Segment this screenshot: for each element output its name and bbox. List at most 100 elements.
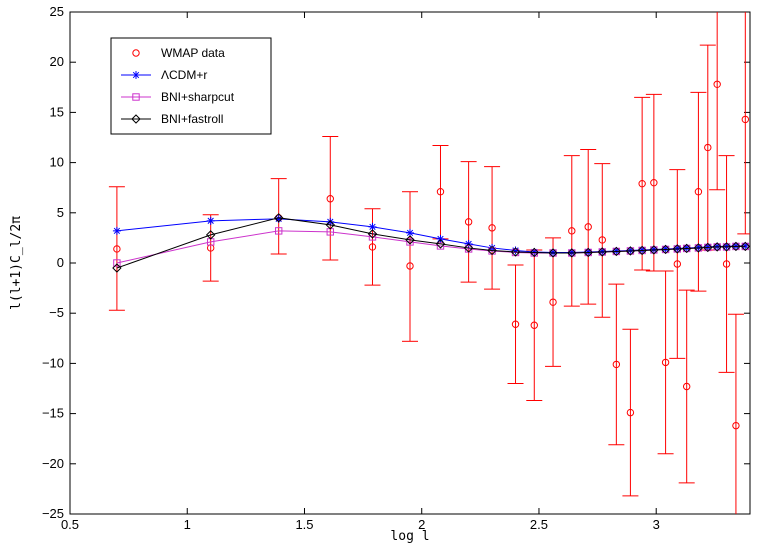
data-point (681, 243, 692, 254)
star-stroke (132, 71, 140, 79)
data-point (703, 242, 713, 253)
data-point (511, 320, 520, 328)
data-point (741, 115, 750, 124)
y-tick-label: −5 (49, 305, 64, 320)
data-point (612, 360, 621, 369)
x-tick-label: 1 (184, 517, 191, 532)
data-point (205, 230, 216, 240)
data-point (530, 321, 538, 329)
y-tick-label: 5 (57, 205, 64, 220)
data-point (464, 218, 473, 226)
y-tick-label: 20 (50, 54, 64, 69)
x-tick-label: 2.5 (530, 517, 548, 532)
data-point (625, 246, 636, 256)
data-point (672, 244, 683, 254)
data-point (436, 188, 445, 196)
data-point (206, 216, 215, 225)
data-point (626, 408, 635, 417)
data-point (583, 247, 593, 258)
data-point (435, 239, 446, 249)
data-point (487, 245, 497, 256)
data-point (368, 243, 377, 251)
series-line (116, 217, 746, 269)
y-tick-label: 10 (50, 155, 64, 170)
data-point (693, 243, 704, 253)
legend-marker (131, 114, 141, 124)
y-tick-label: 25 (50, 4, 64, 19)
data-point (326, 195, 334, 203)
data-point (732, 421, 740, 430)
data-point (113, 245, 121, 253)
series-bni-fastroll (112, 213, 750, 273)
data-point (598, 236, 606, 244)
star-stroke (113, 227, 121, 235)
y-tick-label: −15 (42, 406, 64, 421)
star-stroke (207, 217, 214, 224)
data-point (325, 220, 335, 230)
data-point (529, 247, 539, 258)
data-point (405, 235, 415, 245)
data-point (704, 143, 712, 152)
x-axis-label: log l (390, 529, 429, 544)
legend-label: BNI+fastroll (161, 112, 223, 126)
y-tick-label: −10 (42, 355, 64, 370)
legend-entry-bni-fastroll: BNI+fastroll (121, 112, 223, 126)
data-point (567, 248, 577, 258)
data-point (673, 260, 682, 268)
data-point (649, 245, 659, 255)
data-point (713, 80, 721, 88)
data-point (721, 242, 732, 252)
legend-marker (132, 49, 140, 57)
legend-label: WMAP data (161, 46, 225, 60)
plot-area (108, 12, 750, 514)
y-axis-label: l(l+1)C_l/2π (9, 216, 24, 310)
legend-entry-wmap-data: WMAP data (132, 46, 225, 60)
legend-marker (132, 93, 140, 101)
data-point (661, 358, 670, 367)
series-wmap-data (108, 12, 750, 514)
legend-marker (132, 71, 140, 79)
y-tick-label: 15 (50, 104, 64, 119)
data-point (436, 234, 445, 243)
data-point (273, 213, 284, 223)
y-tick-label: −20 (42, 456, 64, 471)
data-point (611, 246, 622, 257)
data-point (584, 223, 592, 231)
legend-entry-bni-sharpcut: BNI+sharpcut (121, 90, 235, 104)
star-stroke (406, 229, 414, 237)
series-line (116, 218, 746, 253)
legend-label: ΛCDM+r (161, 68, 207, 82)
data-point (712, 242, 722, 252)
data-point (510, 247, 521, 257)
star-stroke (369, 223, 376, 231)
data-point (638, 179, 646, 188)
data-point (488, 224, 496, 232)
star-stroke (437, 235, 444, 243)
x-tick-label: 1.5 (295, 517, 313, 532)
data-point (274, 227, 283, 235)
data-point (660, 244, 671, 255)
data-point (568, 227, 576, 235)
data-point (722, 260, 731, 268)
data-point (740, 241, 750, 252)
data-point (731, 241, 741, 252)
legend: WMAP data ΛCDM+r BNI+sharpcut BNI+fastroll (110, 37, 272, 135)
data-point (650, 178, 658, 187)
data-point (367, 229, 378, 239)
tick-labels: 0.5 1 1.5 2 2.5 3 −25 −20 −15 −10 −5 0 5 10 15 20 25 (42, 4, 660, 532)
legend-entry-cdm-r: ΛCDM+r (121, 68, 207, 82)
data-point (682, 382, 691, 391)
data-point (406, 262, 414, 270)
y-tick-label: 0 (57, 255, 64, 270)
data-point (113, 259, 121, 267)
data-point (694, 188, 703, 196)
data-point (112, 263, 122, 273)
x-tick-label: 0.5 (61, 517, 79, 532)
x-tick-label: 3 (653, 517, 660, 532)
legend-box (110, 37, 272, 135)
data-point (436, 242, 445, 250)
legend-label: BNI+sharpcut (161, 90, 235, 104)
star-stroke (275, 215, 282, 222)
data-point (597, 247, 607, 257)
